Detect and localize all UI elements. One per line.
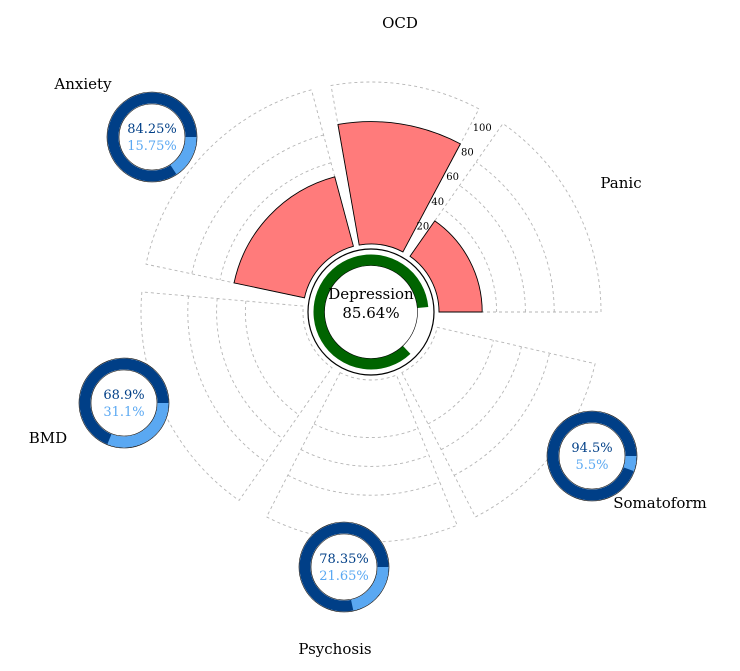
center-inner-edge xyxy=(324,265,418,359)
grid-arc-panic-1 xyxy=(459,185,526,313)
donut-hole-somatoform xyxy=(558,422,626,490)
category-labels: Panic OCD Anxiety BMD Psychosis Somatoform xyxy=(29,14,707,658)
donut-hole-psychosis xyxy=(310,533,378,601)
center-donut-arc xyxy=(313,254,429,370)
donut-secondary-bmd xyxy=(107,402,169,448)
donut-secondary-text-somatoform: 5.5% xyxy=(575,458,608,473)
grid-arc-panic-2 xyxy=(475,161,555,313)
category-label-somatoform: Somatoform xyxy=(613,494,707,512)
donut-secondary-text-bmd: 31.1% xyxy=(103,405,144,420)
radial-tick-60: 60 xyxy=(446,172,459,183)
grid-arc-somatoform-1 xyxy=(440,346,522,450)
bar-anxiety xyxy=(233,176,354,299)
grid-arc-anxiety-1 xyxy=(219,162,332,280)
category-label-anxiety: Anxiety xyxy=(53,75,112,93)
grid-arc-panic-0 xyxy=(442,208,498,313)
grid-sector-somatoform xyxy=(401,326,596,518)
donut-hole-bmd xyxy=(90,369,158,437)
radial-tick-labels: 20 40 60 80 100 xyxy=(417,123,492,233)
center-label: Depression xyxy=(328,285,414,303)
donut-outline-anxiety xyxy=(106,91,198,183)
grid-arc-psychosis-1 xyxy=(300,449,430,467)
grid-arc-psychosis-2 xyxy=(287,474,440,496)
grid-arc-bmd-1 xyxy=(216,298,283,439)
radial-tick-80: 80 xyxy=(461,148,474,159)
donut-anxiety: 84.25% 15.75% xyxy=(106,91,198,183)
grid-arc-bmd-2 xyxy=(187,295,267,463)
donut-secondary-text-psychosis: 21.65% xyxy=(319,569,369,584)
bar-panic xyxy=(409,220,483,313)
donut-primary-text-anxiety: 84.25% xyxy=(127,122,177,137)
donut-outline-somatoform xyxy=(546,410,638,502)
donut-secondary-text-anxiety: 15.75% xyxy=(127,139,177,154)
donut-hole-anxiety xyxy=(118,103,186,171)
radial-tick-40: 40 xyxy=(431,197,444,208)
radial-tick-100: 100 xyxy=(473,123,492,134)
grid-arc-anxiety-2 xyxy=(191,134,324,275)
donut-secondary-somatoform xyxy=(623,455,637,472)
donut-primary-text-psychosis: 78.35% xyxy=(319,552,369,567)
grid-arc-bmd-0 xyxy=(244,301,300,416)
grid-sector-anxiety xyxy=(145,89,354,299)
donut-secondary-anxiety xyxy=(170,136,197,175)
donut-outline-bmd xyxy=(78,357,170,449)
center-outer-ring xyxy=(307,248,435,376)
center-donut: Depression 85.64% xyxy=(307,248,435,376)
donut-secondary-psychosis xyxy=(350,566,389,611)
radial-tick-20: 20 xyxy=(417,222,430,233)
polar-bars xyxy=(233,121,483,313)
donut-primary-text-somatoform: 94.5% xyxy=(571,441,612,456)
grid-arc-somatoform-2 xyxy=(453,353,550,476)
category-label-bmd: BMD xyxy=(29,429,67,447)
grid-arc-somatoform-0 xyxy=(427,340,494,425)
mini-donuts: 84.25% 15.75% 68.9% 31.1% 78.35% 21.65% 94.5% 5… xyxy=(78,91,638,613)
donut-outline-psychosis xyxy=(298,521,390,613)
category-label-ocd: OCD xyxy=(382,14,418,32)
donut-somatoform: 94.5% 5.5% xyxy=(546,410,638,502)
donut-bmd: 68.9% 31.1% xyxy=(78,357,170,449)
grid-sector-bmd xyxy=(140,291,333,502)
donut-primary-text-bmd: 68.9% xyxy=(103,388,144,403)
center-value: 85.64% xyxy=(342,304,399,322)
bar-ocd xyxy=(337,121,461,253)
grid-arc-psychosis-0 xyxy=(313,423,419,439)
grid-sector-psychosis xyxy=(265,371,458,543)
category-label-panic: Panic xyxy=(600,174,641,192)
donut-psychosis: 78.35% 21.65% xyxy=(298,521,390,613)
category-label-psychosis: Psychosis xyxy=(298,640,371,658)
